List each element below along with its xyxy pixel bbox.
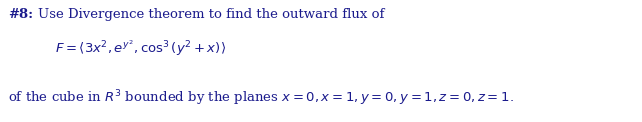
Text: $F = \langle 3x^2, e^{y^2}, \cos^3(y^2+x)\rangle$: $F = \langle 3x^2, e^{y^2}, \cos^3(y^2+x… bbox=[55, 38, 226, 58]
Text: of the cube in $R^3$ bounded by the planes $x = 0, x = 1, y = 0, y = 1, z = 0, z: of the cube in $R^3$ bounded by the plan… bbox=[8, 88, 514, 108]
Text: #8:: #8: bbox=[8, 8, 33, 21]
Text: Use Divergence theorem to find the outward flux of: Use Divergence theorem to find the outwa… bbox=[38, 8, 385, 21]
